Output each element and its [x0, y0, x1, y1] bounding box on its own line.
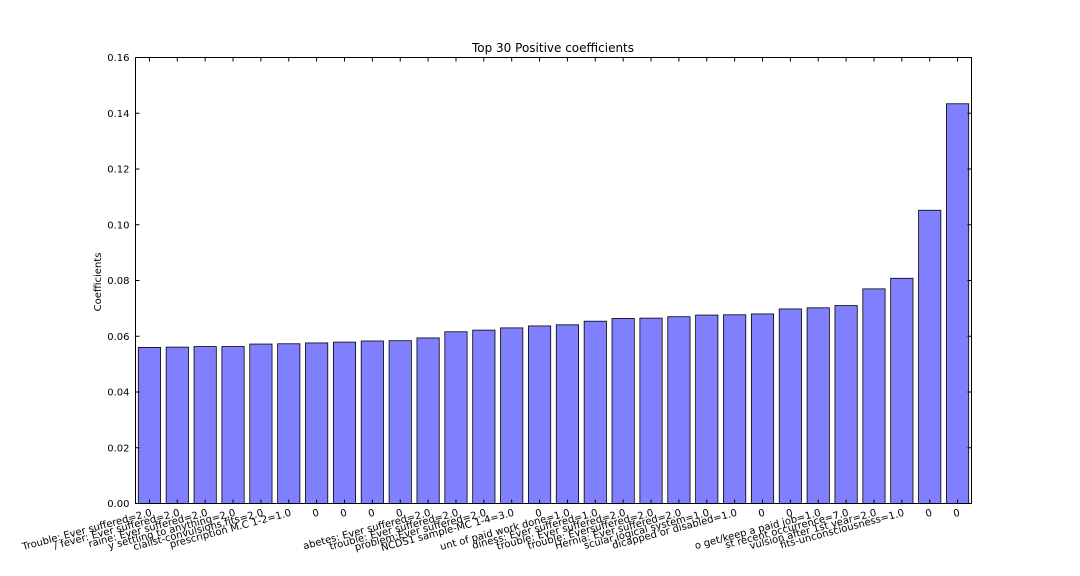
bar — [165, 346, 189, 504]
plot-frame — [135, 57, 972, 504]
bars-group — [137, 103, 970, 504]
x-tick-label: 0 — [952, 508, 961, 520]
x-tick-label: 0 — [395, 508, 404, 520]
y-axis-label: Coefficients — [93, 253, 104, 312]
bar — [611, 318, 635, 504]
y-tick-label: 0.04 — [107, 388, 129, 399]
bar — [277, 343, 301, 504]
chart-title: Top 30 Positive coefficients — [471, 41, 634, 55]
bar — [416, 337, 440, 504]
bar — [305, 342, 329, 504]
bar — [583, 320, 607, 504]
bar — [388, 340, 412, 504]
bar — [806, 307, 830, 504]
x-tick-label: 0 — [785, 508, 794, 520]
bar — [890, 277, 914, 504]
bar — [444, 331, 468, 504]
x-tick-label: 0 — [757, 508, 766, 520]
x-tick-label: 0 — [311, 508, 320, 520]
bar — [528, 325, 552, 504]
y-tick-label: 0.10 — [107, 220, 129, 231]
bar — [639, 317, 663, 504]
bar — [723, 314, 747, 504]
y-tick-label: 0.12 — [107, 165, 129, 176]
bar — [137, 346, 161, 504]
x-tick-label: 0 — [339, 508, 348, 520]
bar — [472, 329, 496, 504]
x-tick-label: 0 — [924, 508, 933, 520]
y-tick-label: 0.14 — [107, 109, 129, 120]
bar — [360, 340, 384, 504]
y-tick-label: 0.06 — [107, 332, 129, 343]
bar — [332, 341, 357, 504]
bar — [695, 314, 719, 504]
bar — [862, 288, 886, 504]
y-tick-label: 0.02 — [107, 443, 129, 454]
bar — [834, 305, 858, 504]
y-tick-label: 0.08 — [107, 276, 129, 287]
bar — [249, 343, 273, 504]
y-axis: 0.00 0.02 0.04 0.06 0.08 0.10 0.12 0.14 0.16 — [107, 53, 972, 510]
bar — [193, 346, 217, 504]
bar — [918, 209, 942, 504]
bar — [667, 316, 691, 504]
bar — [221, 346, 245, 504]
bar — [946, 103, 970, 504]
y-tick-label: 0.16 — [107, 53, 129, 64]
x-tick-label: 0 — [367, 508, 376, 520]
x-tick-label: 0 — [534, 508, 543, 520]
bar — [778, 308, 802, 504]
bar — [750, 313, 775, 504]
bar — [500, 327, 524, 504]
y-tick-label: 0.00 — [107, 499, 129, 510]
bar — [555, 324, 579, 504]
